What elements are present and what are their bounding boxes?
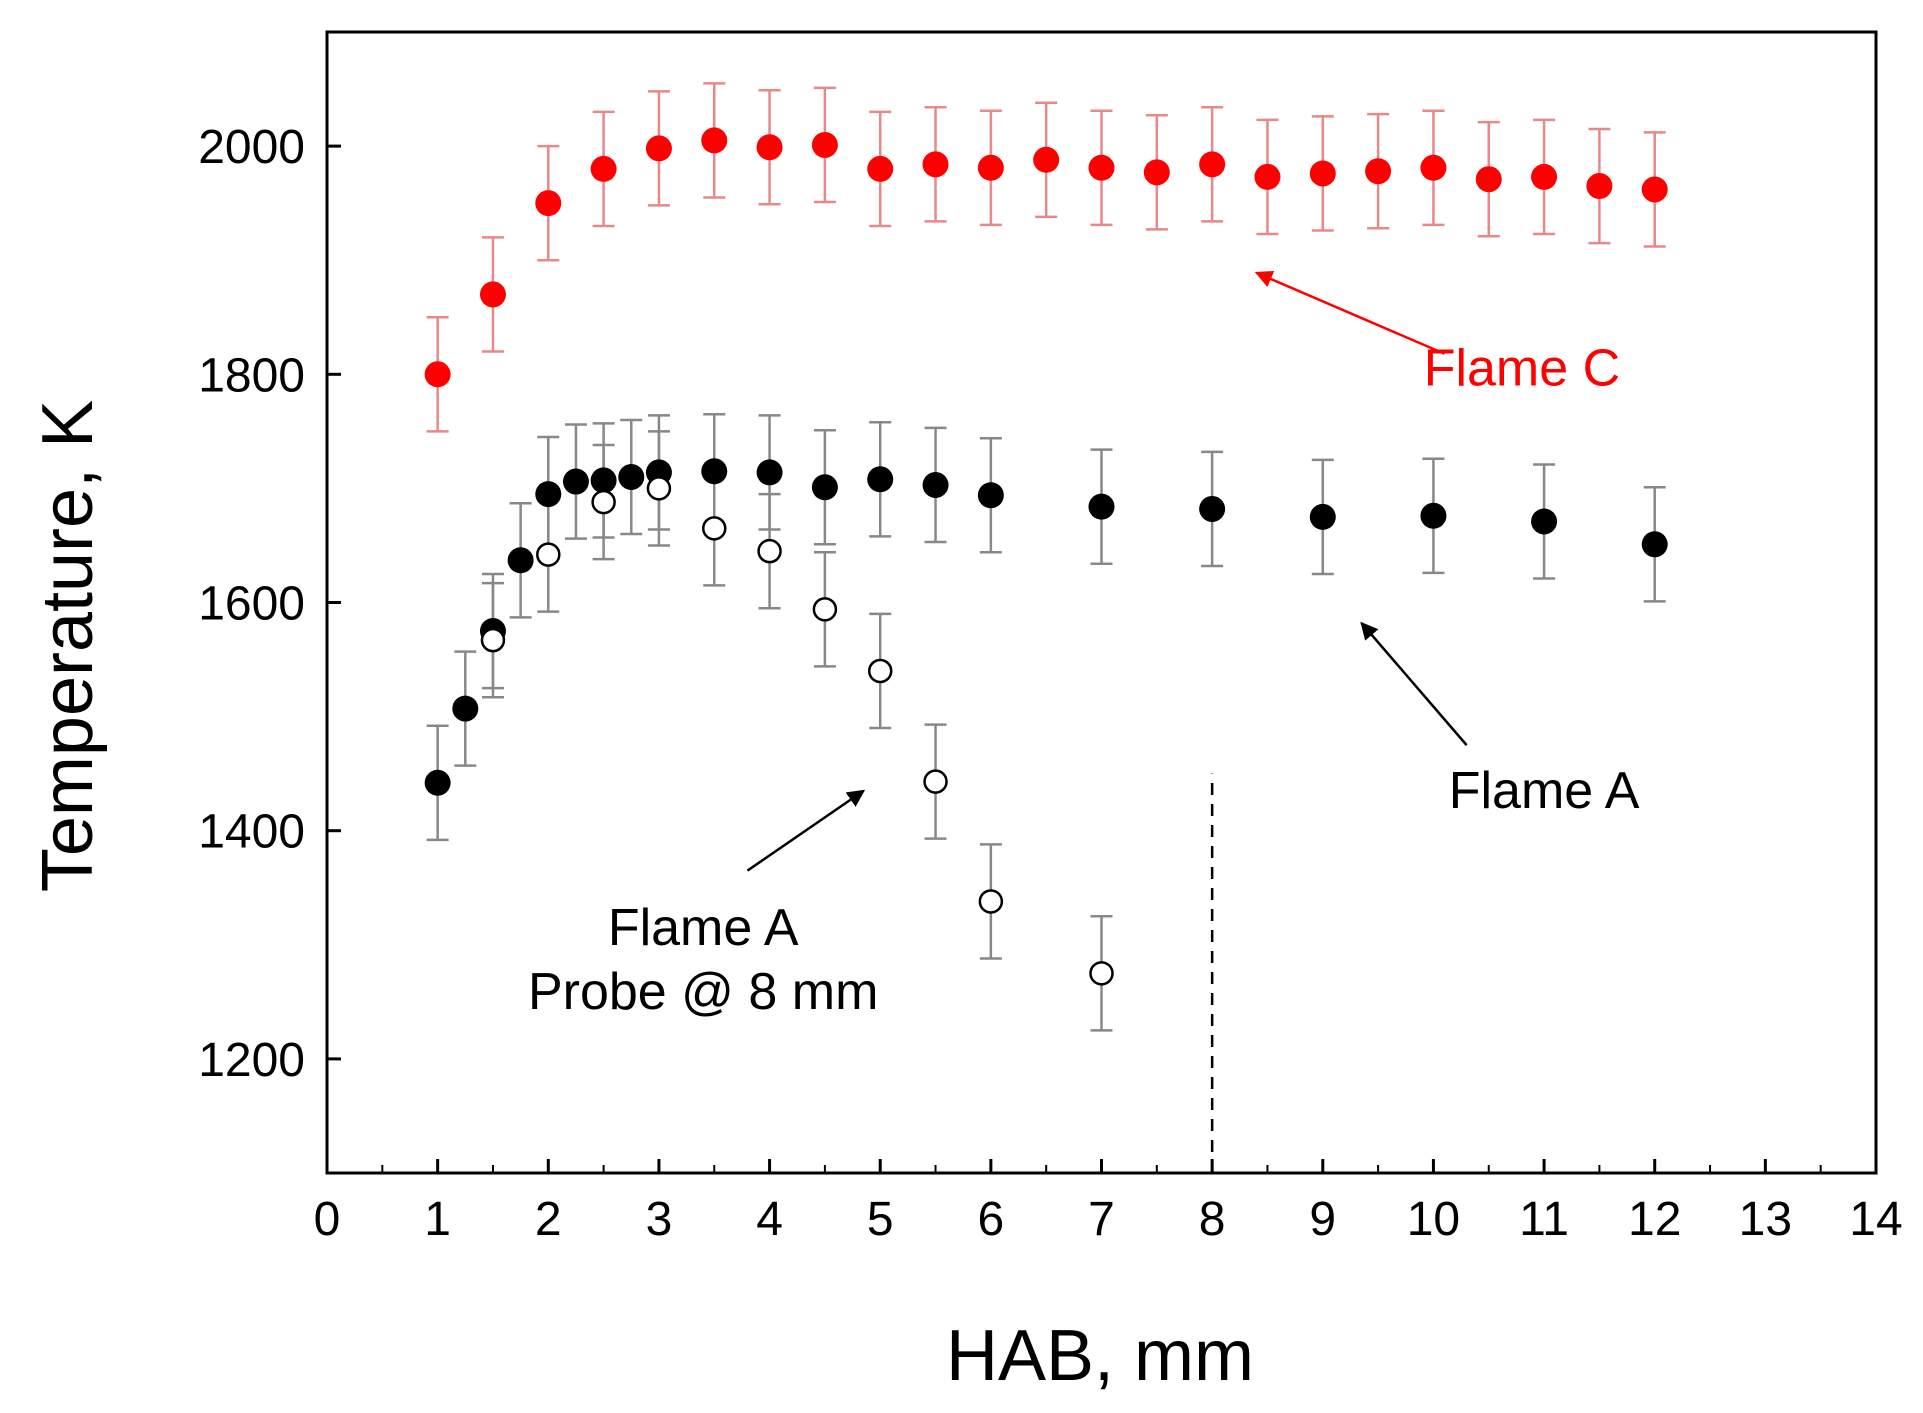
flame-c-point (756, 134, 783, 161)
annotation-arrow (1360, 621, 1468, 746)
flame-a-probe-8-mm-point (591, 489, 616, 515)
flame-a-point (1199, 495, 1226, 522)
flame-a-probe-8-mm-point (646, 476, 672, 501)
flame-c-point (424, 361, 451, 388)
flame-a-point (977, 482, 1004, 509)
annotation-flame-a: Flame A (1449, 762, 1640, 820)
flame-a-probe-8-mm-point (480, 627, 506, 653)
y-tick-label: 1200 (198, 1034, 305, 1087)
flame-a-probe-8-mm-point (923, 769, 948, 794)
annotation-probe-8-mm: Probe @ 8 mm (528, 963, 878, 1021)
x-tick-label: 9 (1309, 1193, 1336, 1246)
flame-a-point (922, 471, 949, 498)
flame-c-point (1641, 176, 1668, 203)
y-tick-label: 1400 (198, 806, 305, 859)
flame-c-point (1088, 154, 1115, 181)
annotation-flame-a: Flame A (608, 899, 799, 957)
annotation-arrow (1254, 270, 1445, 355)
flame-a-point (562, 468, 589, 495)
flame-a-point (1088, 493, 1115, 520)
flame-c-point (1365, 158, 1392, 185)
flame-c-point (645, 135, 672, 162)
annotation-flame-c: Flame C (1424, 340, 1620, 398)
flame-a-point (1641, 531, 1668, 558)
x-tick-label: 0 (314, 1193, 341, 1246)
x-tick-label: 6 (978, 1193, 1005, 1246)
y-tick-label: 1800 (198, 349, 305, 402)
flame-a-point (535, 481, 562, 508)
x-tick-label: 5 (867, 1193, 894, 1246)
y-tick-label: 1600 (198, 578, 305, 631)
y-tick-label: 2000 (198, 121, 305, 174)
flame-a-point (1420, 502, 1447, 529)
flame-a-point (1531, 508, 1558, 535)
flame-a-point (1309, 503, 1336, 530)
x-tick-label: 7 (1088, 1193, 1115, 1246)
flame-a-probe-8-mm-point (812, 597, 838, 622)
x-tick-label: 1 (424, 1193, 451, 1246)
flame-c-point (1475, 166, 1502, 193)
flame-a-point (867, 466, 894, 493)
flame-c-point (867, 155, 894, 182)
y-axis-title: Temperature, K (28, 400, 108, 892)
flame-a-point (452, 695, 479, 722)
flame-a-point (507, 547, 534, 574)
flame-c-point (1033, 146, 1060, 173)
flame-a-point (618, 463, 645, 490)
x-tick-label: 10 (1407, 1193, 1460, 1246)
flame-c-point (1586, 173, 1613, 200)
x-tick-label: 3 (646, 1193, 673, 1246)
flame-a-point (424, 769, 451, 796)
flame-c-point (811, 131, 838, 158)
flame-c-point (922, 151, 949, 178)
x-tick-label: 12 (1628, 1193, 1681, 1246)
flame-c-point (535, 190, 562, 217)
flame-a-probe-8-mm-point (867, 658, 893, 684)
flame-a-probe-8-mm-point (757, 538, 782, 564)
flame-c-point (1199, 151, 1226, 178)
flame-a-probe-8-mm-point (978, 889, 1004, 914)
x-tick-label: 13 (1739, 1193, 1792, 1246)
flame-c-point (977, 154, 1004, 181)
flame-a-point (701, 458, 728, 485)
flame-c-point (479, 281, 506, 308)
flame-a-probe-8-mm-point (702, 516, 727, 541)
flame-c-point (1309, 160, 1336, 187)
flame-a-probe-8-mm-point (536, 542, 561, 567)
annotation-arrow (746, 789, 866, 872)
x-tick-label: 8 (1199, 1193, 1226, 1246)
x-tick-label: 14 (1849, 1193, 1902, 1246)
flame-a-point (756, 459, 783, 486)
flame-a-point (590, 467, 617, 494)
x-tick-label: 11 (1519, 1193, 1569, 1246)
flame-c-point (1420, 154, 1447, 181)
x-tick-label: 2 (535, 1193, 562, 1246)
flame-c-point (590, 155, 617, 182)
flame-c-point (1254, 163, 1281, 190)
flame-c-point (1531, 163, 1558, 190)
x-axis-title: HAB, mm (946, 1316, 1254, 1396)
flame-a-point (811, 474, 838, 501)
flame-c-point (701, 127, 728, 154)
flame-c-point (1143, 159, 1170, 186)
x-tick-label: 4 (756, 1193, 783, 1246)
flame-a-probe-8-mm-point (1089, 961, 1114, 986)
